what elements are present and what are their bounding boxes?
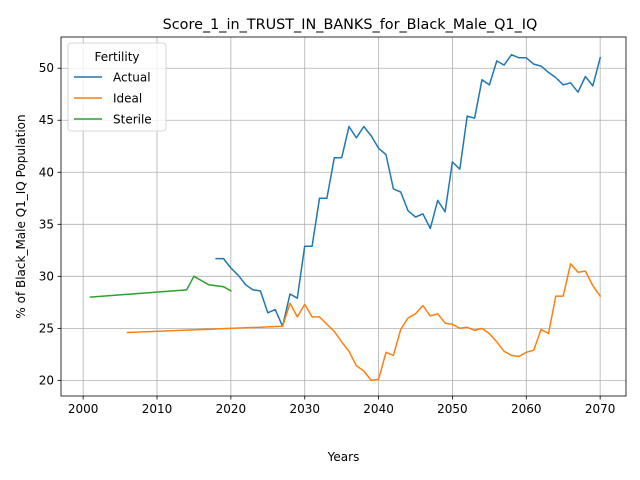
chart-title: Score_1_in_TRUST_IN_BANKS_for_Black_Male… [163,17,538,33]
x-tick-label: 2010 [142,402,173,416]
x-tick-label: 2020 [216,402,247,416]
y-tick-label: 20 [39,373,54,387]
legend-label-actual: Actual [113,71,151,85]
x-tick-label: 2040 [363,402,394,416]
series-line-ideal [126,263,602,382]
y-tick-label: 45 [39,113,54,127]
x-tick-label: 2070 [585,402,616,416]
legend: Fertility Actual Ideal Sterile [67,42,167,132]
series-lines [89,53,602,382]
x-tick-label: 2000 [68,402,99,416]
x-tick-label: 2050 [437,402,468,416]
y-tick-label: 50 [39,61,54,75]
x-axis-ticks: 2000 2010 2020 2030 2040 2050 2060 2070 [68,396,616,416]
y-axis-label: % of Black_Male Q1_IQ Population [14,114,28,318]
legend-label-ideal: Ideal [113,92,142,106]
y-tick-label: 40 [39,165,54,179]
grid-lines [61,37,626,396]
legend-label-sterile: Sterile [113,113,152,127]
y-tick-label: 35 [39,217,54,231]
series-line-actual [215,53,602,328]
series-line-sterile [89,275,232,298]
x-tick-label: 2060 [511,402,542,416]
plot-frame [60,36,627,397]
x-tick-label: 2030 [289,402,320,416]
legend-title: Fertility [94,50,139,64]
y-axis-ticks: 20 25 30 35 40 45 50 [39,61,61,387]
y-tick-label: 30 [39,269,54,283]
x-axis-label: Years [327,450,360,464]
y-tick-label: 25 [39,321,54,335]
legend-box [67,42,167,132]
